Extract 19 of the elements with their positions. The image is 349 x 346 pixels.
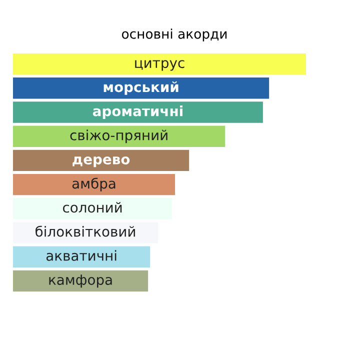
y-tick-label: камфора	[49, 274, 112, 288]
bar	[13, 174, 176, 196]
bar	[13, 150, 190, 172]
y-tick-label: акватичні	[46, 250, 116, 261]
y-tick-label: солоний	[62, 202, 122, 213]
bar	[13, 126, 226, 147]
y-tick-label: білоквітковий	[36, 226, 135, 237]
bar	[13, 78, 270, 99]
bar	[13, 53, 306, 75]
bar	[13, 270, 148, 292]
y-tick-label: амбра	[72, 178, 116, 192]
bar	[13, 246, 150, 268]
bar	[13, 102, 263, 123]
y-tick-label: ароматичні	[92, 106, 182, 119]
y-tick-label: цитрус	[135, 60, 184, 71]
y-tick-label: свіжо-пряний	[70, 130, 168, 144]
chart-title: основні акорди	[122, 28, 227, 42]
y-tick-label: морський	[104, 81, 178, 95]
y-tick-label: дерево	[72, 156, 130, 168]
